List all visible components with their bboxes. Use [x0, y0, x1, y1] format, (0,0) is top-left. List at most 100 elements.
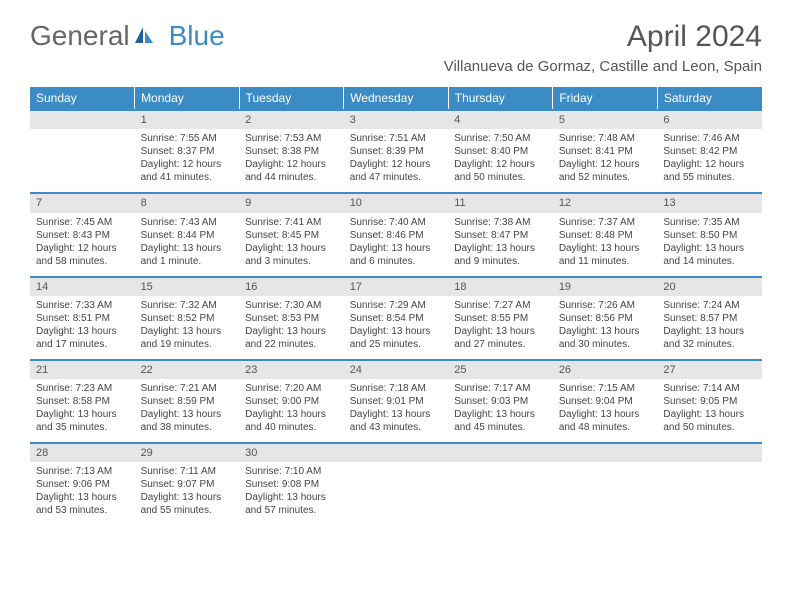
sunrise-text: Sunrise: 7:51 AM — [350, 132, 443, 145]
day-content-cell: Sunrise: 7:48 AMSunset: 8:41 PMDaylight:… — [553, 129, 658, 193]
sunset-text: Sunset: 8:52 PM — [141, 312, 234, 325]
day-content-cell: Sunrise: 7:53 AMSunset: 8:38 PMDaylight:… — [239, 129, 344, 193]
daylight-text: Daylight: 13 hours and 48 minutes. — [559, 408, 652, 434]
day-content-cell: Sunrise: 7:27 AMSunset: 8:55 PMDaylight:… — [448, 296, 553, 360]
sunrise-text: Sunrise: 7:13 AM — [36, 465, 129, 478]
sunset-text: Sunset: 8:46 PM — [350, 229, 443, 242]
day-content-cell: Sunrise: 7:24 AMSunset: 8:57 PMDaylight:… — [657, 296, 762, 360]
day-number-cell: 13 — [657, 193, 762, 212]
day-number-cell: 20 — [657, 277, 762, 296]
daylight-text: Daylight: 13 hours and 14 minutes. — [663, 242, 756, 268]
sunset-text: Sunset: 9:05 PM — [663, 395, 756, 408]
day-content-cell — [448, 462, 553, 526]
sunset-text: Sunset: 8:45 PM — [245, 229, 338, 242]
day-content-cell: Sunrise: 7:32 AMSunset: 8:52 PMDaylight:… — [135, 296, 240, 360]
day-number-cell: 14 — [30, 277, 135, 296]
day-content-cell: Sunrise: 7:50 AMSunset: 8:40 PMDaylight:… — [448, 129, 553, 193]
sunrise-text: Sunrise: 7:30 AM — [245, 299, 338, 312]
daylight-text: Daylight: 13 hours and 3 minutes. — [245, 242, 338, 268]
sunrise-text: Sunrise: 7:41 AM — [245, 216, 338, 229]
day-content-cell: Sunrise: 7:33 AMSunset: 8:51 PMDaylight:… — [30, 296, 135, 360]
sunset-text: Sunset: 8:47 PM — [454, 229, 547, 242]
day-number-cell: 12 — [553, 193, 658, 212]
day-content-cell: Sunrise: 7:55 AMSunset: 8:37 PMDaylight:… — [135, 129, 240, 193]
daylight-text: Daylight: 13 hours and 55 minutes. — [141, 491, 234, 517]
sunset-text: Sunset: 8:53 PM — [245, 312, 338, 325]
day-content-row: Sunrise: 7:45 AMSunset: 8:43 PMDaylight:… — [30, 213, 762, 277]
sunrise-text: Sunrise: 7:26 AM — [559, 299, 652, 312]
daylight-text: Daylight: 13 hours and 22 minutes. — [245, 325, 338, 351]
day-number-cell: 30 — [239, 443, 344, 462]
day-content-row: Sunrise: 7:23 AMSunset: 8:58 PMDaylight:… — [30, 379, 762, 443]
day-number-cell: 17 — [344, 277, 449, 296]
day-number-cell — [657, 443, 762, 462]
day-number-cell: 4 — [448, 110, 553, 129]
day-number-row: 282930 — [30, 443, 762, 462]
day-content-cell: Sunrise: 7:30 AMSunset: 8:53 PMDaylight:… — [239, 296, 344, 360]
daylight-text: Daylight: 13 hours and 57 minutes. — [245, 491, 338, 517]
weekday-header: Wednesday — [344, 87, 449, 110]
sunset-text: Sunset: 8:44 PM — [141, 229, 234, 242]
sunset-text: Sunset: 8:59 PM — [141, 395, 234, 408]
logo-sail-icon — [133, 20, 155, 52]
daylight-text: Daylight: 12 hours and 41 minutes. — [141, 158, 234, 184]
daylight-text: Daylight: 13 hours and 53 minutes. — [36, 491, 129, 517]
day-number-cell: 29 — [135, 443, 240, 462]
day-number-row: 123456 — [30, 110, 762, 129]
sunrise-text: Sunrise: 7:15 AM — [559, 382, 652, 395]
weekday-header: Monday — [135, 87, 240, 110]
day-number-cell: 23 — [239, 360, 344, 379]
day-content-cell: Sunrise: 7:29 AMSunset: 8:54 PMDaylight:… — [344, 296, 449, 360]
day-number-cell: 15 — [135, 277, 240, 296]
sunrise-text: Sunrise: 7:43 AM — [141, 216, 234, 229]
sunset-text: Sunset: 8:56 PM — [559, 312, 652, 325]
sunrise-text: Sunrise: 7:50 AM — [454, 132, 547, 145]
day-content-cell — [344, 462, 449, 526]
day-number-row: 14151617181920 — [30, 277, 762, 296]
daylight-text: Daylight: 13 hours and 25 minutes. — [350, 325, 443, 351]
daylight-text: Daylight: 13 hours and 30 minutes. — [559, 325, 652, 351]
sunrise-text: Sunrise: 7:23 AM — [36, 382, 129, 395]
daylight-text: Daylight: 13 hours and 17 minutes. — [36, 325, 129, 351]
sunset-text: Sunset: 9:04 PM — [559, 395, 652, 408]
day-number-cell: 11 — [448, 193, 553, 212]
title-block: April 2024 Villanueva de Gormaz, Castill… — [444, 20, 762, 75]
day-content-cell: Sunrise: 7:20 AMSunset: 9:00 PMDaylight:… — [239, 379, 344, 443]
sunrise-text: Sunrise: 7:40 AM — [350, 216, 443, 229]
weekday-header: Thursday — [448, 87, 553, 110]
day-content-cell: Sunrise: 7:15 AMSunset: 9:04 PMDaylight:… — [553, 379, 658, 443]
day-content-cell: Sunrise: 7:13 AMSunset: 9:06 PMDaylight:… — [30, 462, 135, 526]
sunrise-text: Sunrise: 7:46 AM — [663, 132, 756, 145]
sunrise-text: Sunrise: 7:29 AM — [350, 299, 443, 312]
calendar-table: Sunday Monday Tuesday Wednesday Thursday… — [30, 87, 762, 526]
weekday-header: Friday — [553, 87, 658, 110]
daylight-text: Daylight: 13 hours and 35 minutes. — [36, 408, 129, 434]
sunrise-text: Sunrise: 7:38 AM — [454, 216, 547, 229]
day-content-cell — [30, 129, 135, 193]
sunrise-text: Sunrise: 7:53 AM — [245, 132, 338, 145]
day-number-cell: 1 — [135, 110, 240, 129]
daylight-text: Daylight: 13 hours and 1 minute. — [141, 242, 234, 268]
day-content-cell: Sunrise: 7:46 AMSunset: 8:42 PMDaylight:… — [657, 129, 762, 193]
sunset-text: Sunset: 9:06 PM — [36, 478, 129, 491]
day-number-cell: 22 — [135, 360, 240, 379]
sunrise-text: Sunrise: 7:37 AM — [559, 216, 652, 229]
day-number-cell — [553, 443, 658, 462]
day-content-cell: Sunrise: 7:45 AMSunset: 8:43 PMDaylight:… — [30, 213, 135, 277]
day-number-cell: 27 — [657, 360, 762, 379]
daylight-text: Daylight: 13 hours and 19 minutes. — [141, 325, 234, 351]
weekday-header-row: Sunday Monday Tuesday Wednesday Thursday… — [30, 87, 762, 110]
sunset-text: Sunset: 8:37 PM — [141, 145, 234, 158]
sunrise-text: Sunrise: 7:24 AM — [663, 299, 756, 312]
month-title: April 2024 — [444, 20, 762, 54]
day-content-cell: Sunrise: 7:37 AMSunset: 8:48 PMDaylight:… — [553, 213, 658, 277]
sunrise-text: Sunrise: 7:27 AM — [454, 299, 547, 312]
sunrise-text: Sunrise: 7:11 AM — [141, 465, 234, 478]
day-number-cell — [448, 443, 553, 462]
day-content-cell: Sunrise: 7:11 AMSunset: 9:07 PMDaylight:… — [135, 462, 240, 526]
day-content-cell: Sunrise: 7:14 AMSunset: 9:05 PMDaylight:… — [657, 379, 762, 443]
daylight-text: Daylight: 13 hours and 50 minutes. — [663, 408, 756, 434]
sunset-text: Sunset: 9:08 PM — [245, 478, 338, 491]
sunrise-text: Sunrise: 7:10 AM — [245, 465, 338, 478]
day-number-cell: 21 — [30, 360, 135, 379]
